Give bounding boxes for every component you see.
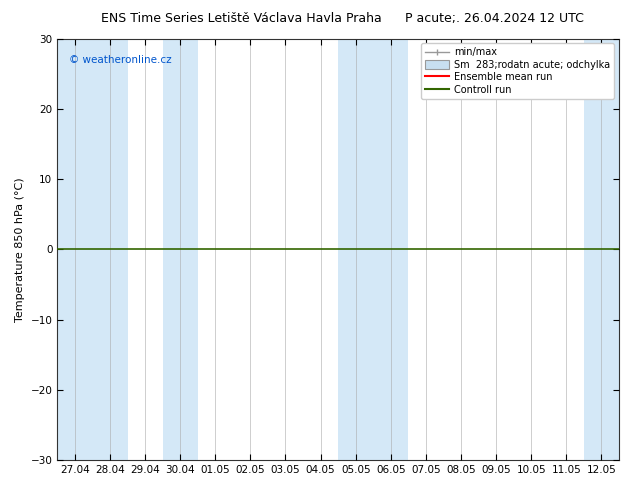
Bar xyxy=(57,39,127,460)
Bar xyxy=(338,39,408,460)
Y-axis label: Temperature 850 hPa (°C): Temperature 850 hPa (°C) xyxy=(15,177,25,321)
Bar xyxy=(162,39,198,460)
Text: © weatheronline.cz: © weatheronline.cz xyxy=(68,55,171,66)
Bar xyxy=(584,39,619,460)
Legend: min/max, Sm  283;rodatn acute; odchylka, Ensemble mean run, Controll run: min/max, Sm 283;rodatn acute; odchylka, … xyxy=(421,44,614,98)
Text: ENS Time Series Letiště Václava Havla Praha: ENS Time Series Letiště Václava Havla Pr… xyxy=(101,12,381,25)
Text: P acute;. 26.04.2024 12 UTC: P acute;. 26.04.2024 12 UTC xyxy=(405,12,584,25)
